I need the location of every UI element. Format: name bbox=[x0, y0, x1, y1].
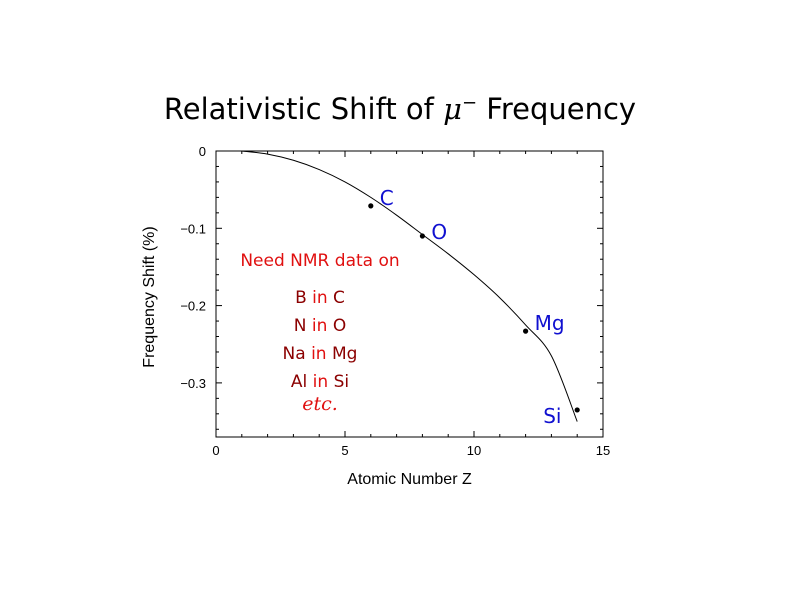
axes-layer: 0 5 10 15 0 −0.1 −0.2 −0.3 Atomic Number Z Freque… bbox=[141, 144, 610, 488]
title-sup: − bbox=[461, 92, 478, 114]
note-line: N in O bbox=[294, 316, 346, 336]
note-in: in bbox=[307, 288, 333, 308]
note-host: Mg bbox=[332, 344, 357, 364]
note-host: O bbox=[333, 316, 346, 336]
x-tick-label: 15 bbox=[596, 443, 610, 458]
y-axis-title: Frequency Shift (%) bbox=[141, 226, 158, 367]
data-point-mg bbox=[523, 328, 529, 334]
note-in: in bbox=[307, 316, 333, 336]
note-element: Al bbox=[291, 372, 307, 392]
x-tick-label: 0 bbox=[212, 443, 219, 458]
note-element: B bbox=[295, 288, 307, 308]
data-point-c bbox=[368, 203, 374, 209]
note-in: in bbox=[307, 372, 333, 392]
note-in: in bbox=[306, 344, 332, 364]
note-line: Al in Si bbox=[291, 372, 349, 392]
x-tick-label: 10 bbox=[467, 443, 481, 458]
note-layer: Need NMR data on B in C N in O Na in Mg Al i… bbox=[240, 251, 399, 415]
y-tick-label: −0.1 bbox=[180, 221, 206, 236]
data-point-si bbox=[574, 407, 580, 413]
y-tick-label: −0.2 bbox=[180, 299, 206, 314]
data-point-o bbox=[419, 233, 425, 239]
point-label-c: C bbox=[380, 186, 394, 210]
title-mu: μ bbox=[443, 92, 462, 126]
x-axis-title: Atomic Number Z bbox=[347, 471, 472, 488]
fit-curve bbox=[241, 150, 578, 422]
note-element: N bbox=[294, 316, 307, 336]
y-tick-label: 0 bbox=[199, 144, 206, 159]
note-line: B in C bbox=[295, 288, 345, 308]
y-tick-label: −0.3 bbox=[180, 376, 206, 391]
note-heading: Need NMR data on bbox=[240, 251, 399, 271]
x-tick-label: 5 bbox=[341, 443, 348, 458]
title-prefix: Relativistic Shift of bbox=[163, 92, 444, 126]
note-etc: etc. bbox=[302, 393, 338, 415]
note-host: Si bbox=[334, 372, 350, 392]
point-label-si: Si bbox=[543, 404, 561, 428]
point-label-o: O bbox=[431, 220, 447, 244]
note-line: Na in Mg bbox=[283, 344, 358, 364]
slide-title: Relativistic Shift of μ− Frequency bbox=[0, 92, 800, 126]
note-host: C bbox=[333, 288, 345, 308]
plot-frame bbox=[215, 150, 604, 438]
title-suffix: Frequency bbox=[477, 92, 637, 126]
note-element: Na bbox=[283, 344, 306, 364]
point-label-mg: Mg bbox=[535, 311, 565, 335]
